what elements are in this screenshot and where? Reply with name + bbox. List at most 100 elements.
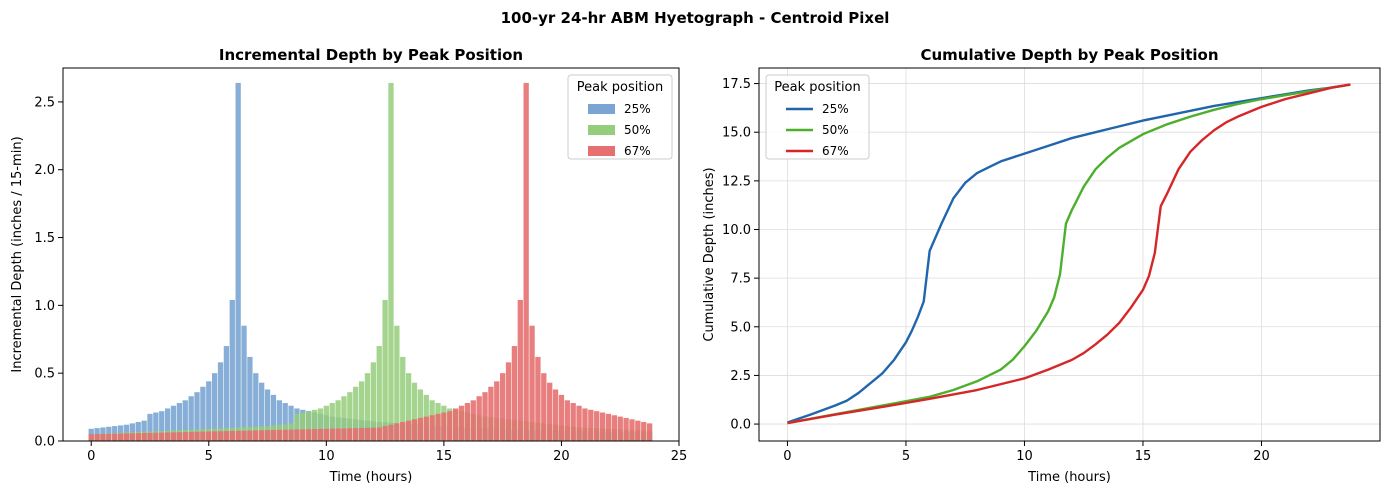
x-tick-label: 5 (205, 449, 213, 464)
bar-67 (170, 432, 177, 441)
legend-label-25: 25% (624, 102, 651, 116)
bar-67 (300, 429, 306, 441)
bar-67 (582, 408, 588, 441)
bar-25 (170, 405, 177, 441)
bar-67 (547, 382, 553, 441)
bar-25 (188, 396, 194, 441)
y-tick-label: 1.5 (34, 231, 55, 246)
bar-67 (605, 413, 612, 441)
legend-swatch-25 (588, 104, 615, 114)
legend-label-67: 67% (624, 144, 651, 158)
bar-67 (594, 411, 600, 441)
axes-frame (62, 67, 680, 442)
x-axis-label: Time (hours) (1027, 470, 1111, 485)
bar-67 (217, 431, 224, 441)
bar-25 (241, 325, 247, 441)
x-tick-label: 20 (553, 449, 570, 464)
bar-67 (164, 432, 171, 441)
bar-25 (153, 412, 159, 441)
bar-67 (529, 325, 535, 441)
legend-box (567, 74, 673, 160)
bar-67 (194, 431, 200, 441)
bar-25 (217, 362, 224, 441)
bar-67 (511, 346, 518, 441)
bar-67 (552, 389, 559, 441)
bar-67 (629, 419, 635, 441)
bar-50 (405, 373, 412, 441)
bar-67 (435, 413, 441, 441)
bar-67 (147, 432, 153, 441)
bar-67 (247, 430, 253, 441)
bar-50 (311, 409, 318, 441)
bar-50 (329, 403, 335, 441)
bar-50 (323, 405, 329, 441)
bar-layer (88, 82, 653, 442)
bar-50 (376, 346, 382, 441)
bar-25 (253, 373, 259, 441)
y-tick-label: 2.5 (34, 95, 55, 110)
x-tick-label: 5 (902, 449, 910, 464)
bar-67 (341, 428, 347, 441)
legend-title: Peak position (774, 80, 861, 95)
bar-67 (576, 405, 582, 441)
bar-50 (411, 382, 418, 441)
bar-67 (117, 433, 124, 441)
y-tick-label: 17.5 (722, 77, 751, 92)
bar-67 (94, 434, 100, 441)
bar-25 (147, 413, 153, 441)
bar-67 (317, 428, 324, 441)
bar-50 (382, 299, 388, 441)
bar-67 (494, 381, 500, 441)
legend-swatch-50 (588, 125, 615, 135)
bar-67 (259, 430, 265, 441)
bar-67 (523, 82, 529, 442)
y-tick-label: 7.5 (730, 272, 751, 287)
bar-67 (423, 416, 429, 441)
bar-67 (112, 433, 118, 441)
bar-50 (341, 396, 347, 441)
bar-50 (335, 400, 341, 441)
bar-67 (394, 423, 400, 441)
y-tick-label: 0.0 (34, 435, 55, 450)
bar-67 (311, 429, 318, 441)
legend-label-67: 67% (822, 144, 849, 158)
x-tick-label: 0 (87, 449, 95, 464)
bar-67 (641, 422, 647, 441)
y-tick-label: 0.5 (34, 367, 55, 382)
bar-67 (153, 432, 159, 441)
line-layer (787, 83, 1351, 425)
y-tick-label: 1.0 (34, 299, 55, 314)
bar-25 (259, 382, 265, 441)
incremental-depth-chart: 0 5 10 15 20 25 0.0 0.5 1.0 1.5 2.0 2.5 Incremental … (10, 46, 687, 485)
bar-67 (500, 373, 506, 441)
bar-67 (159, 432, 165, 441)
bar-25 (200, 386, 206, 441)
bar-25 (282, 403, 288, 441)
bar-67 (617, 416, 623, 441)
bar-50 (358, 381, 365, 441)
bar-67 (411, 419, 418, 441)
bar-67 (200, 431, 206, 441)
axes-frame (758, 67, 1381, 442)
bar-67 (188, 431, 194, 441)
bar-67 (282, 429, 288, 441)
bar-67 (370, 427, 376, 441)
y-tick-label: 15.0 (722, 126, 751, 141)
bar-67 (570, 403, 576, 441)
bar-67 (541, 373, 547, 441)
x-tick-label: 0 (783, 449, 791, 464)
bar-25 (229, 299, 235, 441)
bar-67 (288, 429, 294, 441)
bar-25 (270, 394, 277, 441)
bar-67 (623, 417, 629, 441)
axes-layer: 0 5 10 15 20 0.0 2.5 5.0 7.5 10.0 12.5 15.0 17.5 Cumu… (702, 46, 1381, 485)
bar-67 (588, 409, 594, 441)
y-tick-label: 2.0 (34, 163, 55, 178)
bar-25 (235, 82, 241, 442)
y-tick-label: 10.0 (722, 223, 751, 238)
bar-67 (329, 428, 335, 441)
x-tick-label: 10 (318, 449, 335, 464)
bar-67 (400, 422, 406, 441)
bar-25 (164, 408, 171, 441)
